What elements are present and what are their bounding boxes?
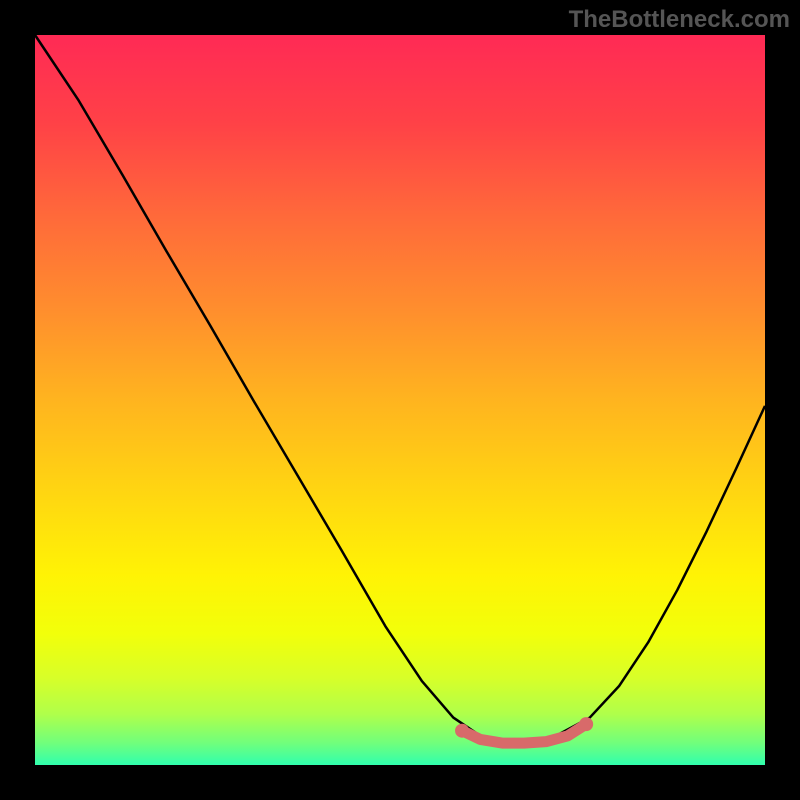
- bottleneck-chart: [0, 0, 800, 800]
- optimal-range-end-dot: [579, 717, 593, 731]
- watermark-text: TheBottleneck.com: [569, 6, 790, 34]
- canvas-root: TheBottleneck.com: [0, 0, 800, 800]
- plot-background: [35, 35, 765, 765]
- optimal-range-start-dot: [455, 724, 469, 738]
